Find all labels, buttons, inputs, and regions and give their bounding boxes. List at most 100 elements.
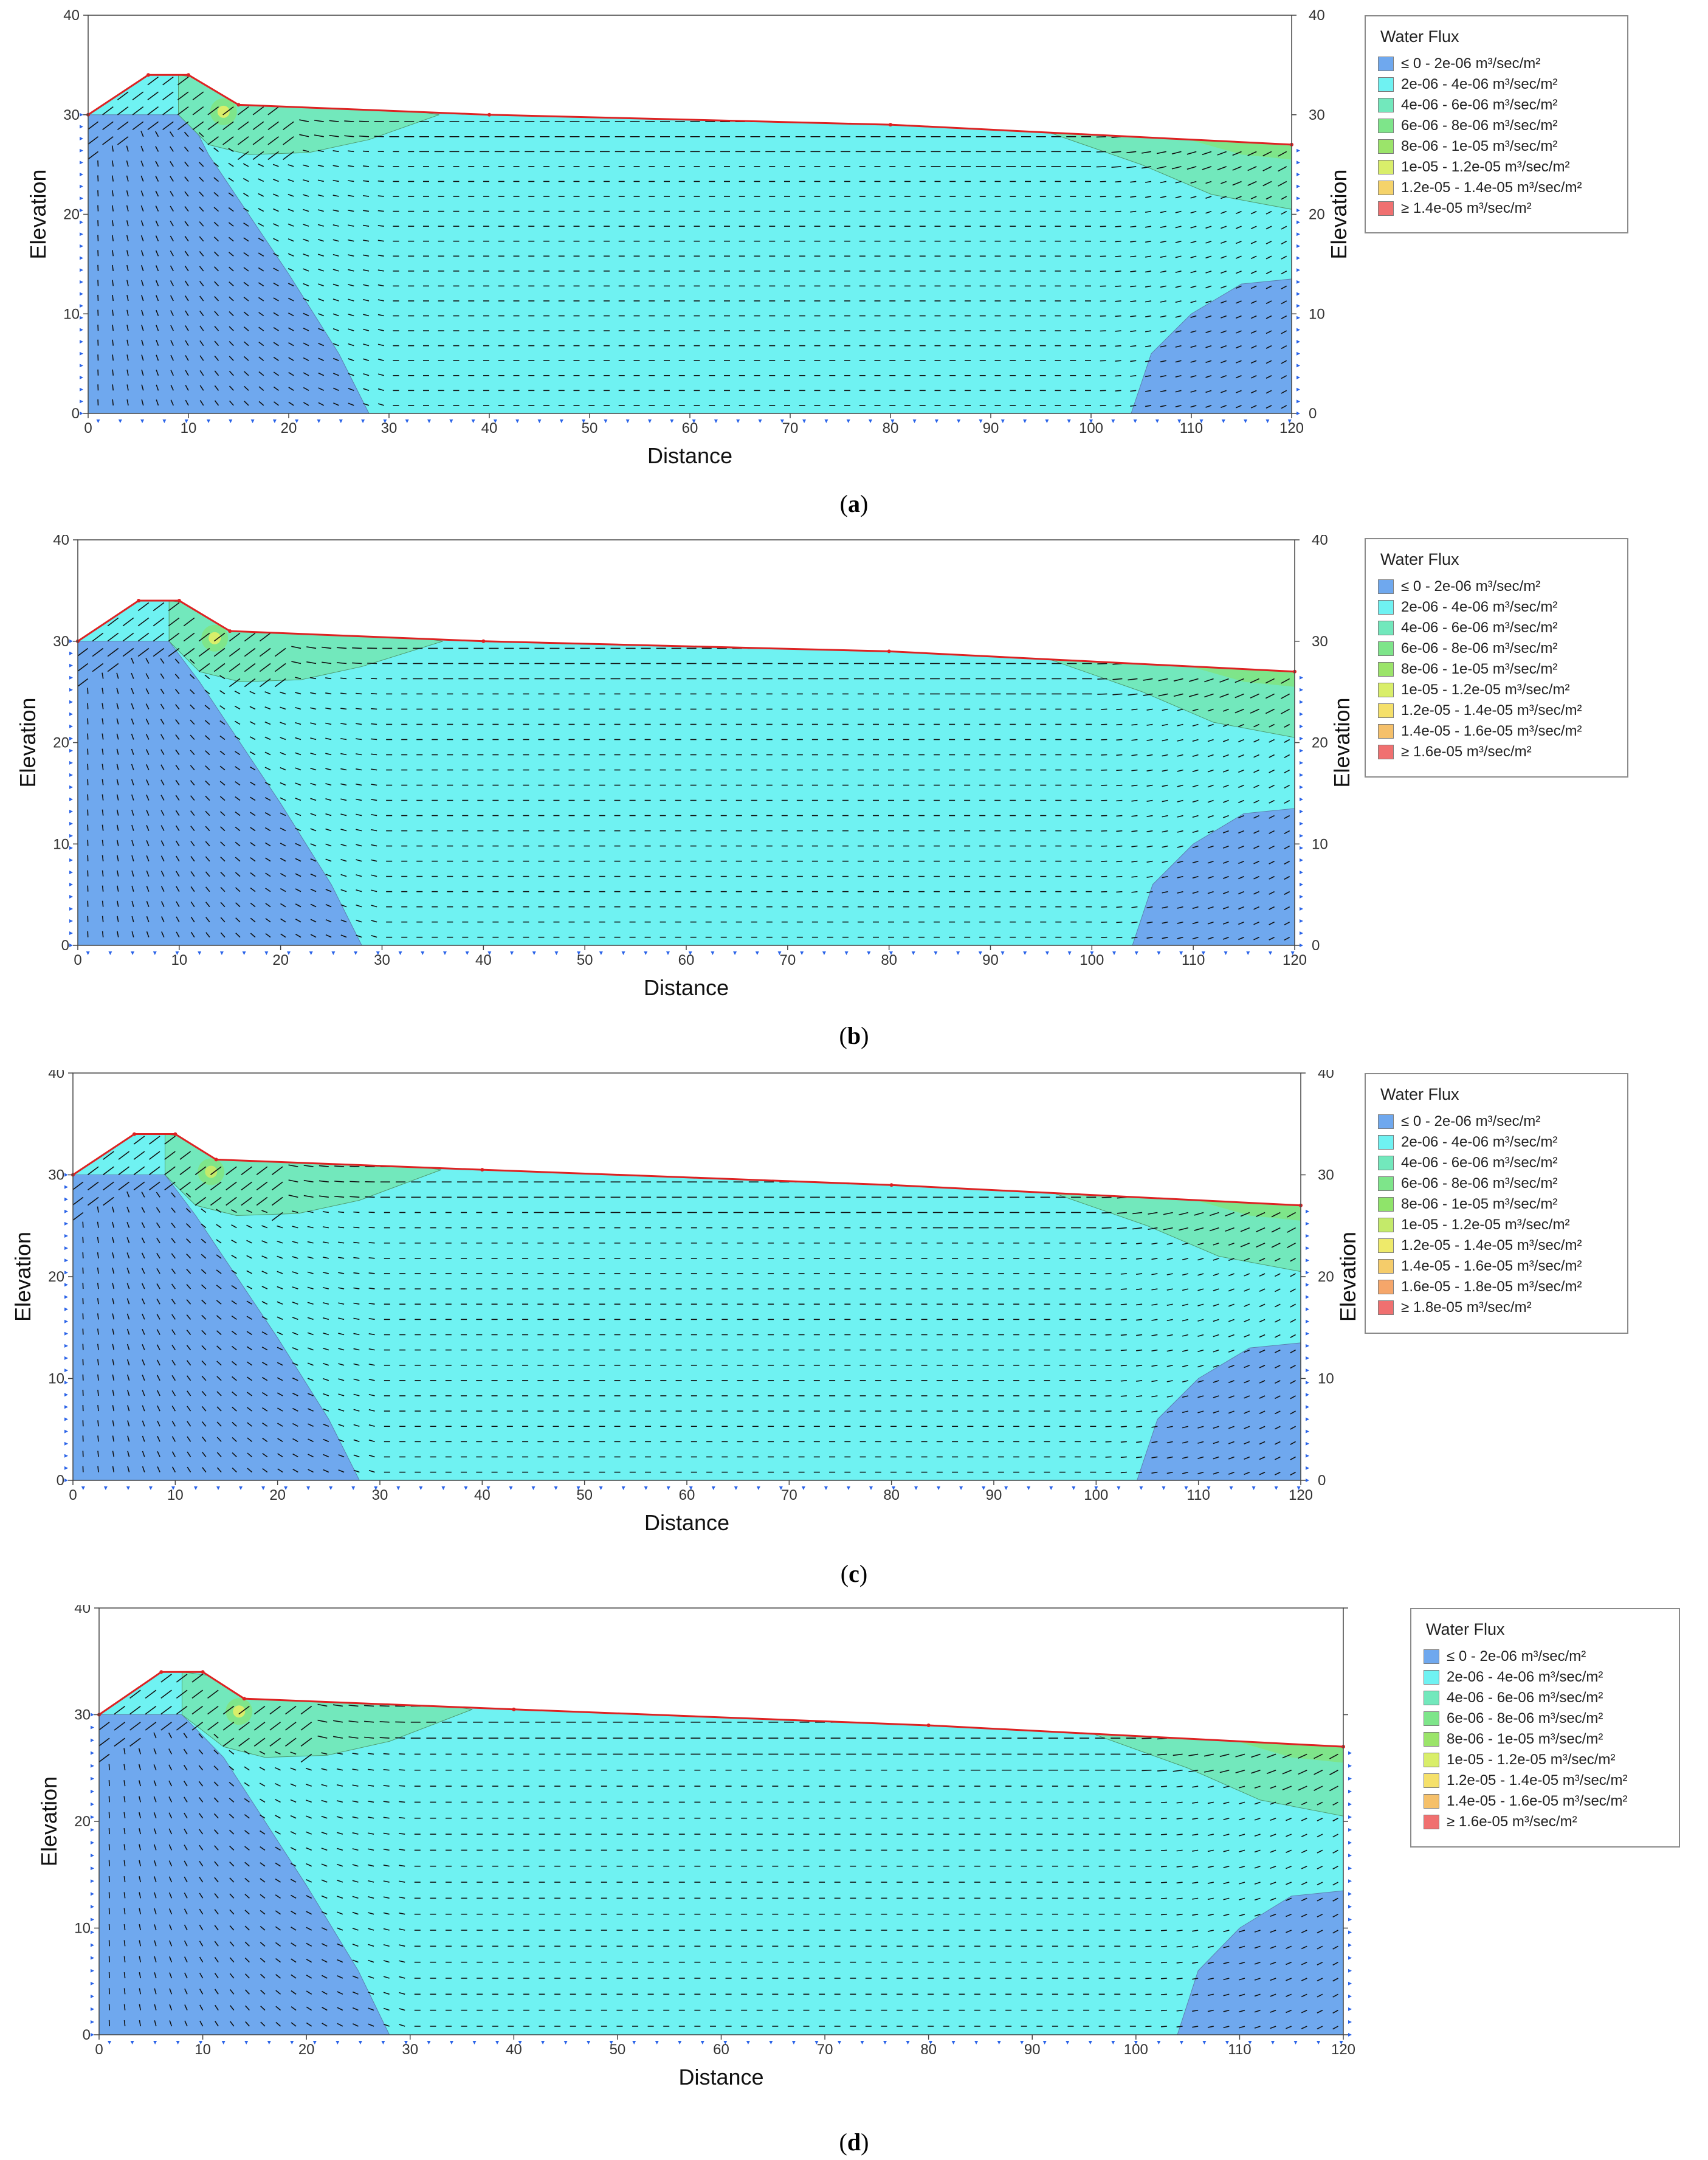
velocity-arrow <box>219 720 226 725</box>
legend-swatch <box>1378 641 1394 656</box>
velocity-arrow <box>243 267 249 272</box>
velocity-arrow <box>1266 196 1272 200</box>
velocity-arrow <box>1145 345 1152 348</box>
flux-domain-fill <box>73 1134 1301 1480</box>
velocity-arrow <box>241 1196 253 1206</box>
velocity-arrow <box>131 794 134 801</box>
boundary-marker <box>383 419 387 423</box>
velocity-arrow <box>247 1422 253 1427</box>
velocity-arrow <box>141 1237 145 1244</box>
velocity-arrow <box>377 180 384 182</box>
boundary-marker <box>688 951 692 955</box>
velocity-arrow <box>338 1393 345 1396</box>
velocity-arrow <box>1269 799 1275 804</box>
velocity-arrow <box>332 209 339 212</box>
boundary-marker <box>1134 951 1138 955</box>
velocity-arrow <box>210 1166 222 1175</box>
velocity-arrow <box>1235 708 1244 714</box>
velocity-arrow <box>229 632 241 642</box>
velocity-arrow <box>1253 799 1259 804</box>
velocity-arrow <box>1250 678 1259 683</box>
velocity-arrow <box>356 874 362 877</box>
velocity-arrow <box>1281 210 1287 215</box>
velocity-arrow <box>1250 271 1257 274</box>
velocity-arrow <box>153 647 165 657</box>
velocity-arrow <box>142 1420 145 1427</box>
velocity-arrow <box>1235 390 1242 393</box>
velocity-arrow <box>303 342 309 347</box>
velocity-arrow <box>303 150 309 153</box>
velocity-arrow <box>131 657 134 664</box>
boundary-marker <box>956 951 960 955</box>
velocity-arrow <box>1160 196 1166 198</box>
velocity-arrow <box>1269 875 1275 880</box>
velocity-arrow <box>277 1407 283 1412</box>
velocity-arrow <box>288 164 294 167</box>
velocity-arrow <box>112 264 114 271</box>
velocity-arrow <box>155 265 159 272</box>
boundary-marker <box>912 419 917 423</box>
legend-item: 1.2e-05 - 1.4e-05 m³/sec/m² <box>1378 178 1627 198</box>
velocity-arrow <box>1278 151 1287 157</box>
velocity-arrow <box>146 885 150 892</box>
velocity-arrow <box>141 1222 145 1228</box>
velocity-arrow <box>1253 875 1259 880</box>
velocity-arrow <box>187 1375 191 1381</box>
velocity-arrow <box>292 1423 298 1427</box>
velocity-arrow <box>126 1221 130 1228</box>
velocity-arrow <box>264 691 271 695</box>
velocity-arrow <box>267 151 279 160</box>
velocity-arrow <box>261 1361 268 1366</box>
velocity-arrow <box>229 647 241 657</box>
boundary-marker <box>449 419 453 423</box>
velocity-arrow <box>199 400 204 406</box>
velocity-arrow <box>117 916 119 922</box>
boundary-marker <box>1067 951 1072 955</box>
velocity-arrow <box>308 1438 314 1443</box>
velocity-arrow <box>171 1344 176 1351</box>
panel-b: 0 10 20 30 40 50 60 70 80 90 100 110 120 0 0 10 10 20 20 30… <box>0 535 1708 1070</box>
boundary-marker <box>1296 268 1300 272</box>
boundary-marker <box>80 220 83 224</box>
boundary-marker <box>1300 700 1303 704</box>
velocity-arrow <box>1207 784 1214 788</box>
velocity-arrow <box>319 1165 329 1167</box>
velocity-arrow <box>1232 151 1242 156</box>
velocity-arrow <box>322 1241 329 1244</box>
velocity-arrow <box>1177 860 1183 863</box>
velocity-arrow <box>1281 226 1287 230</box>
velocity-arrow <box>1235 285 1242 289</box>
velocity-arrow <box>1281 255 1287 260</box>
velocity-arrow <box>222 106 234 116</box>
velocity-arrow <box>214 355 219 361</box>
velocity-arrow <box>280 843 286 847</box>
velocity-arrow <box>262 1407 268 1412</box>
velocity-arrow <box>235 781 241 786</box>
velocity-arrow <box>199 295 204 302</box>
velocity-arrow <box>368 1378 375 1381</box>
velocity-arrow <box>190 841 195 847</box>
velocity-arrow <box>246 1346 253 1351</box>
velocity-arrow <box>234 690 241 695</box>
velocity-arrow <box>185 340 189 347</box>
velocity-arrow <box>371 920 377 923</box>
velocity-arrow <box>1175 345 1182 348</box>
velocity-arrow <box>216 1391 222 1396</box>
y-tick-label-right: 30 <box>1309 107 1325 123</box>
velocity-arrow <box>243 163 249 167</box>
velocity-arrow <box>184 250 189 257</box>
velocity-arrow <box>262 1468 268 1473</box>
velocity-arrow <box>186 1330 191 1335</box>
velocity-arrow <box>185 1207 191 1213</box>
legend-label: 2e-06 - 4e-06 m³/sec/m² <box>1401 599 1558 615</box>
boundary-marker <box>666 951 670 955</box>
velocity-arrow <box>1132 1227 1143 1230</box>
velocity-arrow <box>127 1420 130 1427</box>
velocity-arrow <box>308 1408 314 1412</box>
velocity-arrow <box>1160 300 1166 303</box>
legend-rows: ≤ 0 - 2e-06 m³/sec/m² 2e-06 - 4e-06 m³/se… <box>1366 53 1627 219</box>
legend-label: 6e-06 - 8e-06 m³/sec/m² <box>1401 640 1558 657</box>
velocity-arrow <box>1175 360 1182 363</box>
velocity-arrow <box>273 252 279 257</box>
velocity-arrow <box>1145 315 1152 317</box>
